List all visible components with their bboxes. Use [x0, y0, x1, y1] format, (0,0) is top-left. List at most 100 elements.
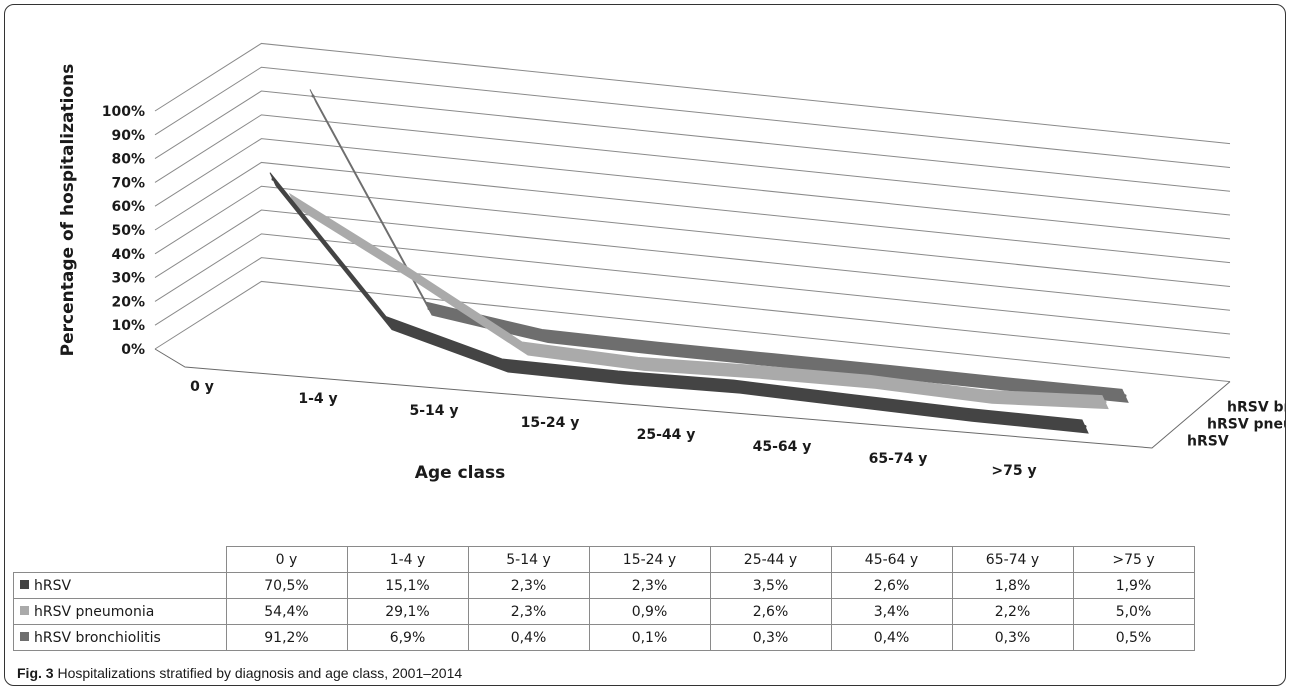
data-point — [987, 395, 991, 399]
legend-swatch — [20, 580, 29, 589]
y-tick-label: 90% — [111, 128, 145, 144]
series-ribbon — [269, 172, 1089, 434]
table-cell: 3,5% — [709, 572, 832, 599]
table-cell: 0,3% — [709, 624, 832, 651]
data-point — [311, 94, 315, 98]
x-tick-label: 65-74 y — [869, 451, 928, 467]
y-tick-label: 60% — [111, 199, 145, 215]
gridline — [154, 90, 1231, 192]
table-cell: 0,9% — [588, 598, 711, 625]
series-label: hRSV — [1187, 434, 1229, 450]
table-cell: 0,4% — [830, 624, 953, 651]
x-tick-label: 1-4 y — [298, 391, 337, 407]
table-row: hRSV 70,5% 15,1% 2,3% 2,3% 3,5% 2,6% 1,8% 1,9% — [13, 572, 1195, 599]
data-point — [639, 362, 643, 366]
x-tick-label: 15-24 y — [521, 415, 580, 431]
table-cell: 2,3% — [588, 572, 711, 599]
table-row: hRSV pneumonia 54,4% 29,1% 2,3% 0,9% 2,6% 3,4%… — [13, 598, 1195, 625]
table-cell: 2,3% — [467, 598, 590, 625]
data-point — [755, 370, 759, 374]
data-point — [871, 380, 875, 384]
caption-text: Hospitalizations stratified by diagnosis… — [57, 665, 463, 681]
table-cell: 0,4% — [467, 624, 590, 651]
data-point — [387, 321, 391, 325]
y-tick-label: 0% — [121, 342, 145, 358]
data-point — [523, 347, 527, 351]
table-cell: 6,9% — [346, 624, 469, 651]
chart-3d-line: 0% 10% 20% 30% 40% 50% 60% 70% 80% 90% 100% hRSV br… — [58, 42, 1285, 483]
data-point — [735, 385, 739, 389]
x-tick-label: >75 y — [991, 463, 1036, 479]
table-cell: 15,1% — [346, 572, 469, 599]
data-point — [1123, 394, 1127, 398]
series-name: hRSV — [34, 577, 72, 594]
table-column-header: 1-4 y — [346, 546, 469, 573]
series-name: hRSV pneumonia — [34, 603, 155, 620]
gridline — [154, 185, 1231, 287]
data-point — [407, 271, 411, 275]
data-point — [891, 370, 895, 374]
y-tick-label: 80% — [111, 152, 145, 168]
table-column-header: 25-44 y — [709, 546, 832, 573]
y-tick-label: 100% — [102, 104, 145, 120]
table-row-header: hRSV bronchiolitis — [13, 624, 227, 651]
gridline — [154, 161, 1231, 264]
x-axis-title: Age class — [415, 463, 505, 483]
table-row-header: hRSV pneumonia — [13, 598, 227, 625]
table-cell: 91,2% — [225, 624, 348, 651]
table-cell: 1,9% — [1072, 572, 1195, 599]
table-cell: 2,3% — [467, 572, 590, 599]
data-point — [619, 376, 623, 380]
legend-swatch — [20, 606, 29, 615]
data-point — [1083, 424, 1087, 428]
table-header-row: 0 y 1-4 y 5-14 y 15-24 y 25-44 y 45-64 y 65-74… — [13, 546, 1195, 573]
x-tick-label: 0 y — [190, 379, 214, 395]
x-tick-label: 25-44 y — [637, 427, 696, 443]
data-point — [1007, 382, 1011, 386]
y-tick-label: 40% — [111, 247, 145, 263]
gridline — [154, 42, 1231, 145]
x-tick-label: 45-64 y — [753, 439, 812, 455]
gridline — [154, 209, 1231, 311]
caption-label: Fig. 3 — [17, 665, 54, 681]
data-point — [967, 413, 971, 417]
table-column-header: 5-14 y — [467, 546, 590, 573]
table-cell: 5,0% — [1072, 598, 1195, 625]
table-body: hRSV 70,5% 15,1% 2,3% 2,3% 3,5% 2,6% 1,8% 1,9% hR… — [13, 572, 1195, 651]
table-row-header: hRSV — [13, 572, 227, 599]
table-cell: 54,4% — [225, 598, 348, 625]
data-point — [503, 364, 507, 368]
table-cell: 70,5% — [225, 572, 348, 599]
gridline — [154, 114, 1231, 216]
table-cell: 0,3% — [951, 624, 1074, 651]
series-ribbon — [309, 89, 1129, 403]
gridline — [154, 233, 1231, 335]
y-tick-label: 30% — [111, 271, 145, 287]
series-label: hRSV pneumonia — [1207, 417, 1285, 433]
y-tick-label: 20% — [111, 294, 145, 310]
table-column-header: 15-24 y — [588, 546, 711, 573]
floor-edge — [154, 348, 1231, 449]
gridline — [154, 280, 1231, 383]
table-cell: 2,6% — [709, 598, 832, 625]
y-tick-label: 10% — [111, 318, 145, 334]
table-cell: 2,2% — [951, 598, 1074, 625]
table-column-header: 65-74 y — [951, 546, 1074, 573]
data-point — [775, 358, 779, 362]
figure-caption: Fig. 3 Hospitalizations stratified by di… — [17, 665, 462, 681]
gridline — [154, 257, 1231, 359]
table-cell: 3,4% — [830, 598, 953, 625]
table-cell: 2,6% — [830, 572, 953, 599]
y-tick-label: 70% — [111, 175, 145, 191]
table-column-header: 45-64 y — [830, 546, 953, 573]
series-ribbon — [288, 192, 1109, 410]
figure-frame: 0% 10% 20% 30% 40% 50% 60% 70% 80% 90% 100% hRSV br… — [4, 4, 1286, 686]
gridline — [154, 66, 1231, 168]
data-table: 0 y 1-4 y 5-14 y 15-24 y 25-44 y 45-64 y 65-74… — [13, 546, 1195, 651]
table-cell: 29,1% — [346, 598, 469, 625]
table-cell: 0,5% — [1072, 624, 1195, 651]
data-point — [851, 399, 855, 403]
series-label: hRSV bronchiolitis — [1227, 400, 1285, 416]
gridline — [154, 138, 1231, 240]
series-name: hRSV bronchiolitis — [34, 629, 161, 646]
